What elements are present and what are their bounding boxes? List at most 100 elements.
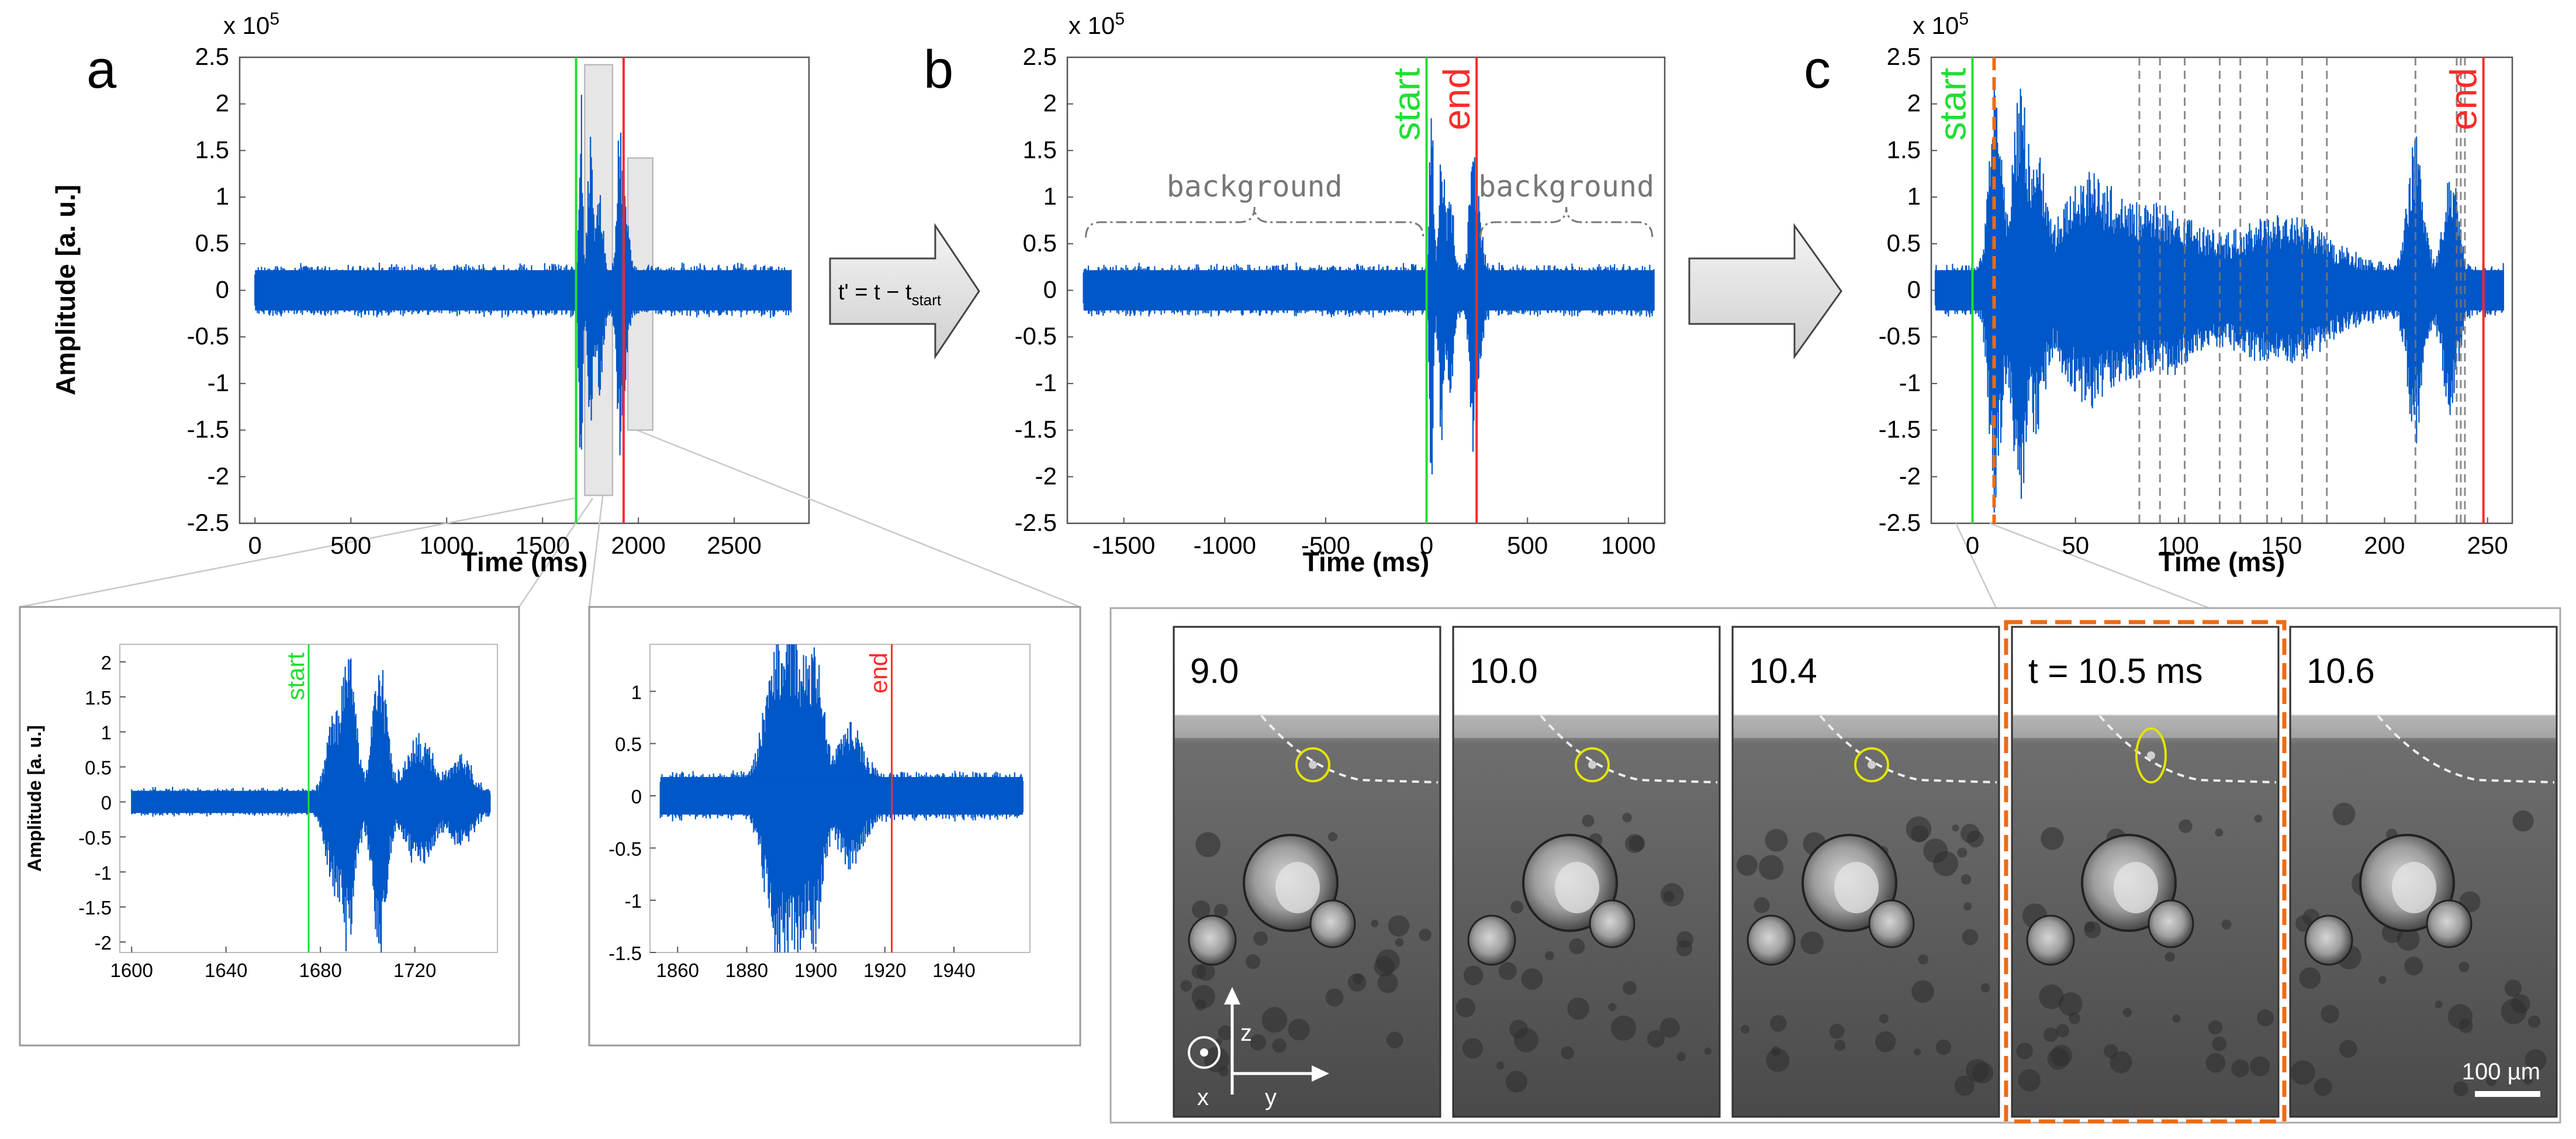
c-ytick-label: 0.5: [1887, 229, 1921, 257]
frame-particle: [1770, 1015, 1787, 1032]
inset-2: 1860 1880 1900 1920 1940 1 0.5 0 -0.5 -1 -1.5 end: [608, 644, 1031, 981]
a-inset-1-xtick-label: 1600: [110, 959, 153, 981]
b-ytick-label: 0.5: [1023, 229, 1057, 257]
frame-bubble-small: [1467, 914, 1516, 966]
frame-particle: [2527, 1015, 2541, 1028]
frame-particle: [1288, 1019, 1310, 1041]
frame-particle: [1376, 949, 1400, 974]
b-signal-group: [1083, 118, 1655, 475]
frame-tracked-particle: [1588, 761, 1596, 769]
frame-edge: [1734, 715, 1998, 738]
b-series-core: [1083, 270, 1655, 310]
b-vline-label-end: end: [1436, 68, 1478, 130]
frame-particle: [1545, 951, 1554, 961]
b-ytick-label: 2: [1043, 89, 1057, 117]
frame-particle: [1834, 1040, 1846, 1051]
frame-2: 10.0: [1452, 626, 1721, 1118]
frame-tracked-particle-circle: [1575, 747, 1610, 782]
frame-particle: [2212, 1036, 2227, 1051]
frame-particle: [2299, 967, 2321, 989]
frame-particle: [1623, 981, 1637, 995]
frame-particle: [1647, 1030, 1665, 1048]
axis-x-label: x: [1197, 1085, 1209, 1110]
frame-top-region: [2291, 628, 2556, 716]
frame-particle: [1377, 972, 1398, 993]
frame-particle: [1569, 938, 1585, 955]
frame-particle: [2404, 956, 2423, 976]
chart-b-multiplier: x 105: [1069, 9, 1125, 39]
a-xtick-label: 1500: [515, 531, 569, 559]
frame-particle: [2250, 1056, 2270, 1076]
b-background-brace: [1085, 206, 1424, 238]
frame-particle: [1498, 962, 1517, 981]
c-vline-label-start: start: [1931, 68, 1973, 141]
frame-particle: [1496, 1061, 1505, 1070]
frame-particle: [1741, 1024, 1749, 1034]
frame-particle: [1582, 814, 1595, 827]
a-inset-2-xtick-label: 1900: [794, 959, 837, 981]
frame-bubble-highlight: [1275, 862, 1320, 913]
frame-particle: [1419, 929, 1432, 941]
frame-3: 10.4: [1731, 626, 2000, 1118]
frame-particle: [1923, 838, 1948, 864]
a-inset-2-ytick-label: 0: [631, 786, 642, 807]
a-ytick-label: -2.5: [187, 509, 229, 536]
frame-particle: [2221, 919, 2232, 930]
c-xtick-label: 50: [2062, 531, 2089, 559]
frame-particle: [1180, 980, 1192, 992]
frame-particle: [1462, 1038, 1484, 1059]
frame-boundary-dashed: [2098, 715, 2277, 784]
a-inset-2-signal-group: [659, 644, 1024, 952]
frame-particle: [2122, 1008, 2132, 1017]
c-ytick-label: 0: [1907, 276, 1921, 303]
frame-particle: [2215, 828, 2224, 837]
frame-bubble-medium: [1309, 899, 1356, 948]
frame-particle: [1754, 897, 1770, 913]
frame-bubble-highlight: [2114, 862, 2158, 913]
frame-boundary-dashed: [1819, 715, 1997, 784]
frame-tracked-particle-circle: [1854, 747, 1889, 782]
frame-particle: [1911, 980, 1935, 1003]
frame-particle: [1935, 1039, 1952, 1055]
frame-time-label: 10.6: [2307, 651, 2375, 691]
frame-particle: [2511, 994, 2530, 1014]
frame-particle: [1704, 1047, 1711, 1055]
a-inset-1-ytick-label: 0.5: [85, 757, 112, 779]
frames-strip: 9.0 10.0 10.4 t = 10.5 ms 10.6 z y x 100 µm: [1173, 620, 2558, 1124]
a-ytick-label: -2: [208, 462, 229, 489]
frame-bubble-highlight: [2392, 862, 2436, 913]
a-inset-1-signal-group: [131, 658, 491, 952]
frame-particle: [1608, 1003, 1617, 1012]
axis-y-arrowhead: [1312, 1065, 1329, 1082]
c-ytick-label: 1: [1907, 182, 1921, 210]
a-inset-2-ytick-label: 0.5: [615, 734, 642, 755]
frame-particle: [2104, 1044, 2118, 1058]
b-xtick-label: 500: [1507, 531, 1548, 559]
c-xtick-label: 150: [2261, 531, 2302, 559]
a-inset-2-vline-label-end: end: [865, 653, 893, 693]
b-background-brace: [1479, 206, 1654, 238]
frame-particle: [1918, 954, 1928, 965]
frame-particle: [1195, 832, 1220, 857]
chart-a-ylabel: Amplitude [a. u.]: [50, 185, 81, 395]
a-ytick-label: -1.5: [187, 416, 229, 443]
frame-particle: [1510, 900, 1524, 914]
frame-particle: [2254, 814, 2263, 823]
a-inset-1-xtick-label: 1720: [393, 959, 436, 981]
frame-particle: [1800, 931, 1824, 955]
frame-particle: [2084, 921, 2101, 938]
frame-particle: [1505, 1071, 1528, 1093]
c-ytick-label: -0.5: [1879, 322, 1921, 350]
b-xtick-label: -1500: [1092, 531, 1155, 559]
frame-particle: [2523, 1075, 2533, 1085]
frame-particle: [1663, 891, 1675, 902]
b-xtick-label: -1000: [1194, 531, 1256, 559]
frame-edge: [2013, 715, 2277, 738]
a-ytick-label: 1: [216, 182, 229, 210]
panel-letter-a: a: [87, 40, 117, 99]
frame-particle: [1829, 1024, 1845, 1039]
c-xtick-label: 0: [1966, 531, 1979, 559]
frame-bubble-small: [2304, 914, 2353, 966]
frame-particle: [2453, 1081, 2468, 1096]
frame-particle: [1875, 1031, 1896, 1052]
